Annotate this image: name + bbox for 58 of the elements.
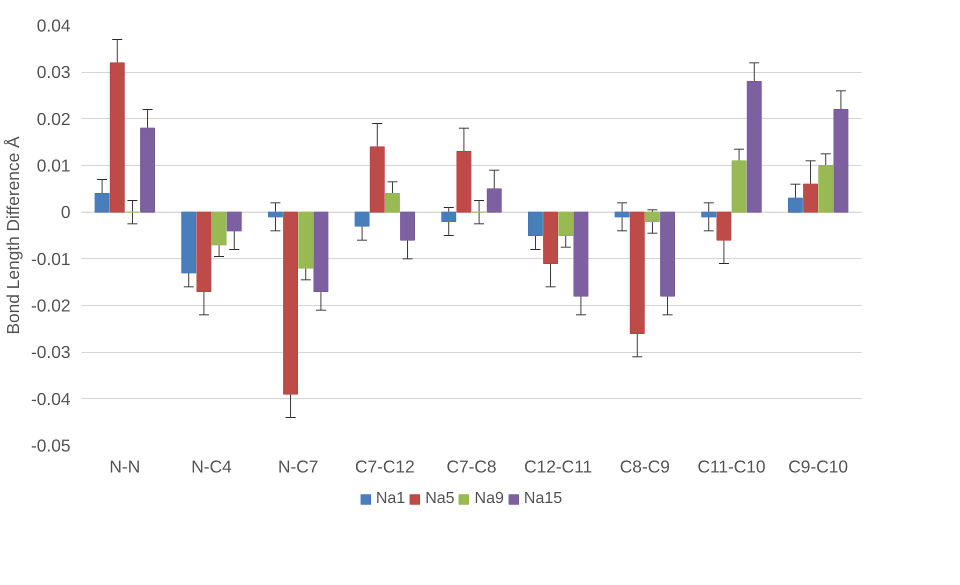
bar: [94, 193, 110, 213]
bar: [528, 212, 543, 236]
bar: [701, 212, 716, 218]
y-tick-label: 0.03: [36, 62, 71, 82]
bar: [370, 146, 385, 213]
y-tick-label: -0.02: [31, 296, 71, 316]
y-tick-label: 0: [60, 202, 71, 222]
bar: [268, 212, 283, 218]
bar: [354, 212, 370, 227]
y-tick-label: 0.01: [36, 156, 71, 176]
y-tick-label: 0.04: [36, 16, 71, 36]
y-tick-label: 0.02: [36, 108, 71, 129]
bar: [660, 212, 676, 297]
legend-label: Na9: [474, 490, 504, 508]
x-tick-label: N-C7: [278, 456, 318, 476]
bar: [226, 212, 242, 232]
legend-label: Na1: [376, 490, 406, 508]
bar: [313, 212, 328, 292]
bar: [818, 165, 834, 213]
x-tick-label: C9-C10: [788, 456, 848, 476]
bar: [212, 212, 227, 246]
bar: [196, 212, 212, 292]
bar: [833, 109, 848, 213]
y-tick-label: -0.03: [31, 342, 71, 362]
y-tick-label: -0.05: [31, 436, 71, 456]
x-tick-label: C7-C8: [446, 456, 497, 476]
bar: [400, 212, 416, 241]
x-tick-label: C7-C12: [354, 456, 415, 476]
bar: [746, 81, 762, 213]
bar: [140, 128, 156, 213]
bar: [441, 212, 456, 222]
bar: [181, 212, 196, 274]
x-tick-label: C12-C11: [524, 456, 592, 476]
bar: [543, 212, 558, 264]
y-tick-label: -0.01: [31, 248, 71, 269]
bar: [558, 212, 574, 236]
bar: [732, 160, 747, 213]
bar: [298, 212, 314, 269]
bar: [573, 212, 588, 297]
legend-label: Na15: [524, 490, 562, 508]
x-tick-label: N-N: [109, 456, 140, 476]
bar: [614, 212, 630, 218]
bar: [486, 188, 502, 213]
x-tick-label: C11-C10: [697, 456, 766, 476]
bar: [384, 193, 400, 213]
bar: [110, 62, 125, 213]
bar: [283, 212, 298, 395]
bar: [456, 151, 472, 213]
bar: [716, 212, 732, 241]
y-tick-label: -0.04: [31, 388, 71, 409]
y-axis-title: Bond Length Difference Å: [3, 136, 24, 335]
legend-label: Na5: [425, 490, 455, 508]
bar: [788, 198, 803, 213]
bar: [630, 212, 645, 334]
x-tick-label: C8-C9: [620, 456, 670, 476]
x-tick-label: N-C4: [191, 456, 232, 476]
bar: [644, 212, 660, 222]
bar: [803, 184, 818, 213]
